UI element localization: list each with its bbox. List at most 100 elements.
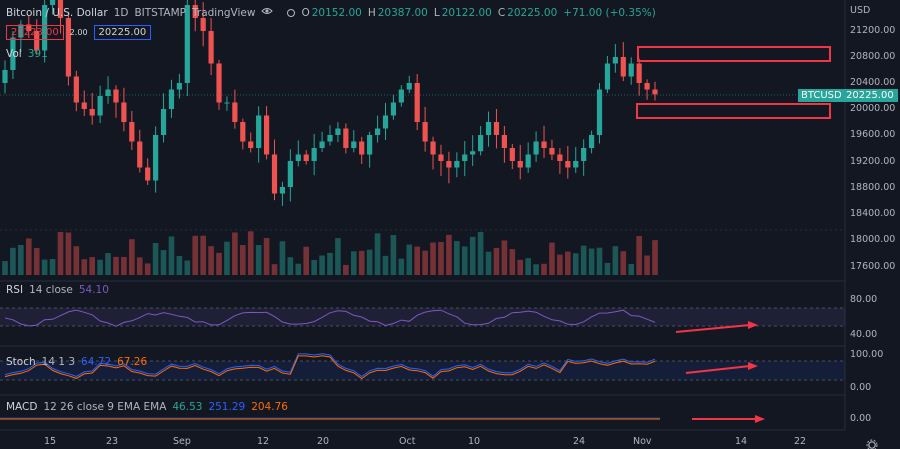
ohlc-high: 20387.00: [377, 6, 428, 19]
trend-arrow-head: [748, 321, 758, 329]
interval-label[interactable]: 1D: [113, 6, 129, 19]
candle-body: [359, 141, 365, 155]
volume-bar: [49, 259, 56, 275]
candle: [287, 149, 293, 202]
candle: [224, 96, 230, 111]
visibility-eye-icon[interactable]: [261, 6, 274, 19]
volume-bar: [343, 264, 349, 275]
price-axis-tick: 21200.00: [850, 25, 896, 36]
candle-body: [248, 141, 254, 148]
candle: [573, 146, 579, 174]
volume-bar: [33, 248, 40, 275]
candle-body: [509, 148, 515, 161]
rsi-label: RSI: [6, 284, 24, 296]
candle-body: [303, 154, 309, 161]
candle-body: [42, 5, 48, 51]
volume-bar: [652, 240, 658, 275]
volume-label: Vol: [6, 48, 22, 60]
candle-body: [422, 122, 428, 142]
candle: [327, 125, 333, 146]
volume-bar: [446, 234, 452, 275]
candle-body: [18, 24, 24, 38]
volume-bar: [398, 258, 405, 275]
candle-body: [398, 89, 404, 103]
candle: [81, 90, 87, 116]
candle: [303, 150, 309, 165]
candle-body: [319, 141, 325, 148]
volume-bar: [25, 238, 32, 275]
volume-bar: [57, 232, 64, 275]
currency-label[interactable]: USD: [850, 5, 871, 16]
candle-body: [121, 102, 127, 122]
candle-body: [240, 122, 246, 142]
candle: [414, 74, 420, 131]
candle: [168, 79, 175, 118]
candle-body: [65, 18, 72, 77]
stoch-legend[interactable]: Stoch 14 1 3 64.72 67.26: [6, 356, 147, 368]
candle-body: [652, 89, 658, 95]
macd-legend[interactable]: MACD 12 26 close 9 EMA EMA 46.53 251.29 …: [6, 401, 288, 413]
time-axis-tick: Nov: [633, 436, 652, 447]
candle-body: [462, 154, 468, 161]
ohlc-high-label: H: [367, 6, 376, 19]
time-axis-tick: 14: [735, 436, 748, 447]
candle-body: [216, 63, 222, 103]
time-axis-tick: 10: [468, 436, 481, 447]
volume-bar: [81, 259, 88, 275]
candle: [208, 18, 214, 76]
buy-button[interactable]: 20225.00: [93, 25, 152, 40]
candle: [343, 123, 349, 154]
volume-bar: [493, 247, 500, 275]
candle: [604, 55, 611, 94]
volume-bar: [200, 235, 206, 275]
candle: [470, 135, 476, 167]
candle-body: [327, 135, 333, 142]
settings-gear-icon[interactable]: [866, 436, 878, 449]
volume-bar: [176, 256, 183, 275]
trade-buttons: 20223.00 2.00 20225.00: [6, 25, 152, 40]
candle: [42, 0, 48, 63]
volume-bar: [160, 250, 167, 275]
symbol-legend[interactable]: Bitcoin / U.S. Dollar 1D BITSTAMP Tradin…: [6, 6, 656, 19]
volume-bar: [430, 242, 436, 275]
candle-body: [596, 89, 603, 135]
candle: [478, 126, 484, 156]
candle: [628, 57, 634, 85]
ohlc-close: 20225.00: [507, 6, 558, 19]
symbol-name[interactable]: Bitcoin / U.S. Dollar: [6, 6, 108, 19]
candle: [493, 108, 500, 149]
time-axis-tick: 15: [44, 436, 57, 447]
candle-body: [89, 109, 95, 116]
candle: [462, 141, 468, 177]
rsi-legend[interactable]: RSI 14 close 54.10: [6, 284, 109, 296]
rsi-value: 54.10: [78, 284, 109, 296]
volume-bar: [18, 244, 24, 275]
candle-body: [446, 161, 452, 168]
volume-bar: [65, 232, 72, 275]
volume-bar: [350, 251, 357, 275]
candle-body: [588, 135, 595, 148]
candle: [485, 111, 492, 147]
macd-params: 12 26 close 9 EMA EMA: [43, 401, 167, 413]
candle: [557, 148, 563, 174]
status-dot: [287, 8, 296, 17]
volume-bar: [152, 243, 159, 275]
sell-button[interactable]: 20223.00: [6, 25, 64, 40]
time-axis-tick: 22: [794, 436, 807, 447]
volume-bar: [461, 246, 468, 275]
candle: [153, 126, 159, 193]
candle-body: [628, 63, 634, 77]
candle: [438, 144, 444, 177]
candle-body: [184, 5, 190, 83]
candle-body: [279, 187, 286, 194]
volume-bar: [121, 256, 127, 275]
time-axis-tick: 24: [573, 436, 586, 447]
rsi-params: 14 close: [29, 284, 73, 296]
volume-bar: [232, 232, 238, 275]
volume-legend[interactable]: Vol 391: [6, 48, 48, 60]
candle-body: [454, 161, 460, 168]
candle-body: [10, 37, 16, 70]
ohlc-close-label: C: [497, 6, 506, 19]
